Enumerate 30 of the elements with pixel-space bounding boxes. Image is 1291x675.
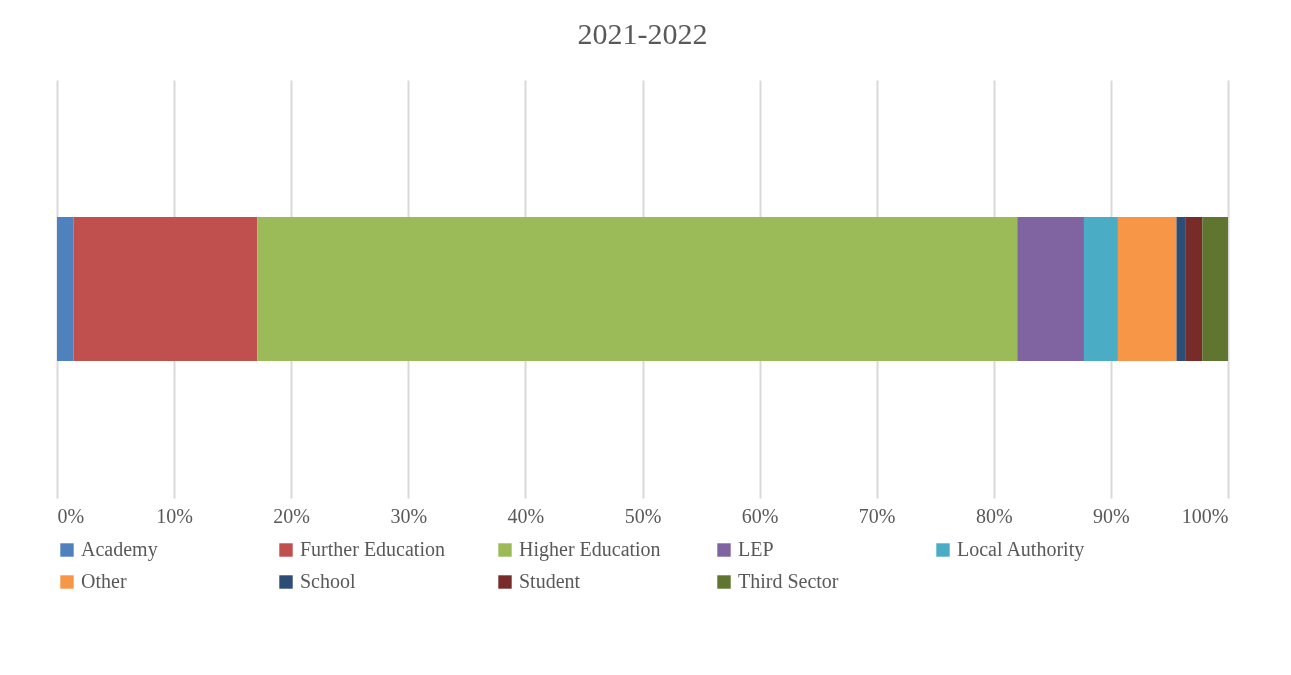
legend-label: Academy [81, 538, 158, 561]
x-tick-label: 90% [1093, 504, 1130, 527]
bar [257, 216, 1018, 362]
x-tick-label: 10% [156, 504, 193, 527]
bar [1176, 216, 1186, 362]
legend-label: Higher Education [519, 538, 661, 561]
bar [57, 216, 74, 362]
bar [1017, 216, 1084, 362]
x-tick-label: 80% [975, 504, 1013, 527]
x-tick-label: 40% [507, 504, 545, 527]
legend-label: LEP [738, 538, 774, 560]
x-tick-label: 100% [1181, 504, 1229, 527]
bar [1185, 216, 1203, 362]
bar [1117, 216, 1177, 362]
x-tick-label: 70% [858, 504, 896, 527]
x-tick-label: 20% [273, 504, 311, 527]
legend-label: Third Sector [738, 570, 839, 592]
x-tick-label: 30% [390, 504, 428, 527]
legend-label: School [300, 570, 356, 592]
x-tick-label: 60% [741, 504, 779, 527]
x-tick-label: 0% [57, 504, 85, 527]
legend-label: Local Authority [957, 538, 1085, 561]
chart-title: 2021-2022 [577, 17, 708, 50]
bar [1202, 216, 1228, 362]
x-tick-label: 50% [624, 504, 662, 527]
legend-label: Student [519, 570, 581, 592]
legend-label: Further Education [300, 538, 445, 560]
bar [1083, 216, 1118, 362]
legend-label: Other [81, 570, 127, 592]
bar [73, 216, 258, 362]
